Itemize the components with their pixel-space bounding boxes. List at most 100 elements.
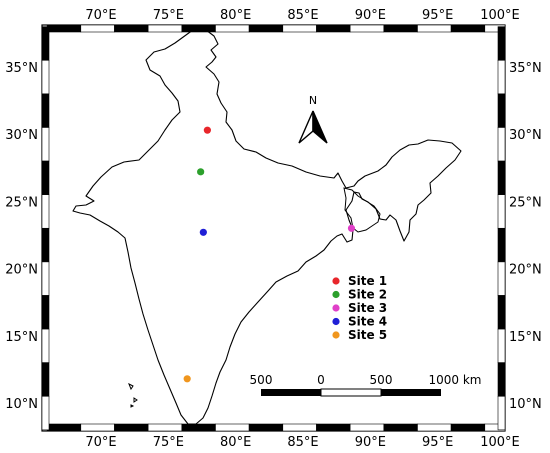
frame-segment-right xyxy=(497,328,506,363)
frame-segment-bottom xyxy=(282,423,317,432)
frame-segment-left xyxy=(41,227,50,263)
longitude-labels-top: 70°E 75°E 80°E 85°E 90°E 95°E 100°E xyxy=(85,8,519,23)
bangladesh-border xyxy=(343,187,381,233)
map-frame xyxy=(41,24,506,432)
latitude-labels-right: 10°N 15°N 20°N 25°N 30°N 35°N xyxy=(509,61,542,412)
frame-segment-bottom xyxy=(417,423,452,432)
lon-tick-label-bottom: 80°E xyxy=(220,435,251,450)
frame-segment-right xyxy=(497,127,506,162)
lon-tick-label-bottom: 85°E xyxy=(287,435,318,450)
frame-segment-bottom xyxy=(248,423,284,432)
lon-tick-label-top: 70°E xyxy=(85,8,116,23)
lat-tick-label-right: 25°N xyxy=(509,195,542,210)
legend-label-2: Site 2 xyxy=(348,288,387,302)
frame-segment-top xyxy=(450,24,486,33)
lon-tick-label-top: 75°E xyxy=(153,8,184,23)
island-shape xyxy=(130,404,135,408)
lon-tick-label-bottom: 75°E xyxy=(153,435,184,450)
lat-tick-label-left: 25°N xyxy=(5,195,38,210)
frame-segment-left xyxy=(41,93,50,128)
frame-segment-bottom xyxy=(349,423,385,432)
frame-segment-left xyxy=(41,194,50,229)
lat-tick-label-left: 20°N xyxy=(5,263,38,278)
legend-label-4: Site 4 xyxy=(348,315,387,329)
scale-bar: 500 0 500 1000 km xyxy=(250,373,482,397)
scale-segment-3 xyxy=(381,389,441,396)
site-marker-4 xyxy=(199,228,207,236)
site-marker-2 xyxy=(197,168,205,176)
legend-swatch-4 xyxy=(332,317,340,326)
island-shape xyxy=(128,382,134,391)
frame-segment-bottom xyxy=(450,423,486,432)
scale-label-500-left: 500 xyxy=(250,373,273,387)
frame-segment-top xyxy=(316,24,351,33)
lon-tick-label-bottom: 95°E xyxy=(422,435,453,450)
frame-segment-bottom xyxy=(80,423,115,432)
frame-segment-top xyxy=(114,24,149,33)
north-arrow-right xyxy=(312,110,328,144)
scale-segment-1 xyxy=(261,389,321,396)
site-marker-1 xyxy=(203,126,211,134)
latitude-labels-left: 10°N 15°N 20°N 25°N 30°N 35°N xyxy=(5,61,38,412)
lon-tick-label-bottom: 90°E xyxy=(355,435,386,450)
frame-segment-bottom xyxy=(215,423,250,432)
frame-segment-left xyxy=(41,261,50,296)
lat-tick-label-left: 35°N xyxy=(5,61,38,76)
frame-segment-left xyxy=(41,160,50,195)
frame-segment-left xyxy=(41,362,50,397)
frame-segment-right xyxy=(497,194,506,229)
frame-segment-left xyxy=(41,328,50,363)
frame-segment-top xyxy=(383,24,418,33)
frame-segment-top xyxy=(147,24,183,33)
frame-segment-right xyxy=(497,261,506,296)
frame-segment-left xyxy=(41,127,50,162)
frame-segment-right xyxy=(497,227,506,263)
legend-swatch-2 xyxy=(332,290,340,299)
lat-tick-label-right: 20°N xyxy=(509,263,542,278)
legend-swatch-1 xyxy=(332,277,340,285)
lat-tick-label-left: 10°N xyxy=(5,397,38,412)
lon-tick-label-top: 100°E xyxy=(480,8,520,23)
scale-label-500: 500 xyxy=(370,373,393,387)
frame-segment-top xyxy=(282,24,317,33)
india-outline xyxy=(72,26,462,425)
frame-segment-left xyxy=(41,59,50,95)
lon-tick-label-top: 90°E xyxy=(355,8,386,23)
frame-segment-top xyxy=(46,24,82,33)
frame-segment-bottom xyxy=(316,423,351,432)
longitude-labels-bottom: 70°E 75°E 80°E 85°E 90°E 95°E 100°E xyxy=(85,435,519,450)
legend-swatch-5 xyxy=(332,331,340,339)
lon-tick-label-bottom: 70°E xyxy=(85,435,116,450)
island-shape xyxy=(133,397,138,403)
frame-segment-right xyxy=(497,93,506,128)
frame-segment-top xyxy=(349,24,385,33)
site-markers xyxy=(183,126,356,383)
site-marker-3 xyxy=(347,224,356,232)
frame-segment-top xyxy=(215,24,250,33)
lon-tick-label-top: 95°E xyxy=(422,8,453,23)
scale-segment-2 xyxy=(320,388,382,397)
frame-checker-border xyxy=(41,24,506,432)
legend-label-3: Site 3 xyxy=(348,301,387,315)
legend-swatch-3 xyxy=(332,304,340,312)
scale-label-0: 0 xyxy=(317,373,325,387)
lat-tick-label-right: 10°N xyxy=(509,397,542,412)
frame-segment-right xyxy=(497,362,506,397)
frame-segment-top xyxy=(80,24,115,33)
frame-segment-top xyxy=(181,24,216,33)
frame-segment-top xyxy=(417,24,452,33)
lat-tick-label-left: 15°N xyxy=(5,330,38,345)
frame-segment-right xyxy=(497,395,506,431)
frame-segment-right xyxy=(497,59,506,95)
scale-label-1000-km: 1000 km xyxy=(429,373,482,387)
frame-segment-top xyxy=(248,24,284,33)
frame-segment-right xyxy=(497,160,506,195)
lat-tick-label-left: 30°N xyxy=(5,128,38,143)
frame-segment-right xyxy=(497,26,506,61)
lat-tick-label-right: 35°N xyxy=(509,61,542,76)
frame-segment-bottom xyxy=(147,423,183,432)
north-label: N xyxy=(309,94,317,107)
